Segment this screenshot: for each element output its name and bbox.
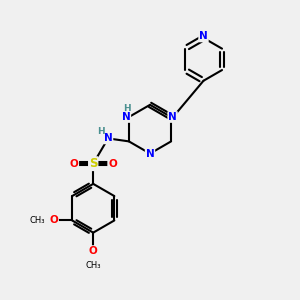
Text: N: N [168, 112, 177, 122]
Text: N: N [199, 32, 208, 41]
Text: O: O [49, 215, 58, 225]
Text: H: H [97, 128, 104, 136]
Text: N: N [122, 112, 130, 122]
Text: O: O [89, 246, 98, 256]
Text: CH₃: CH₃ [85, 261, 101, 270]
Text: O: O [70, 159, 78, 169]
Text: CH₃: CH₃ [30, 216, 45, 225]
Text: N: N [146, 148, 154, 159]
Text: O: O [108, 159, 117, 169]
Text: S: S [89, 157, 98, 170]
Text: H: H [124, 104, 131, 113]
Text: N: N [104, 134, 112, 143]
